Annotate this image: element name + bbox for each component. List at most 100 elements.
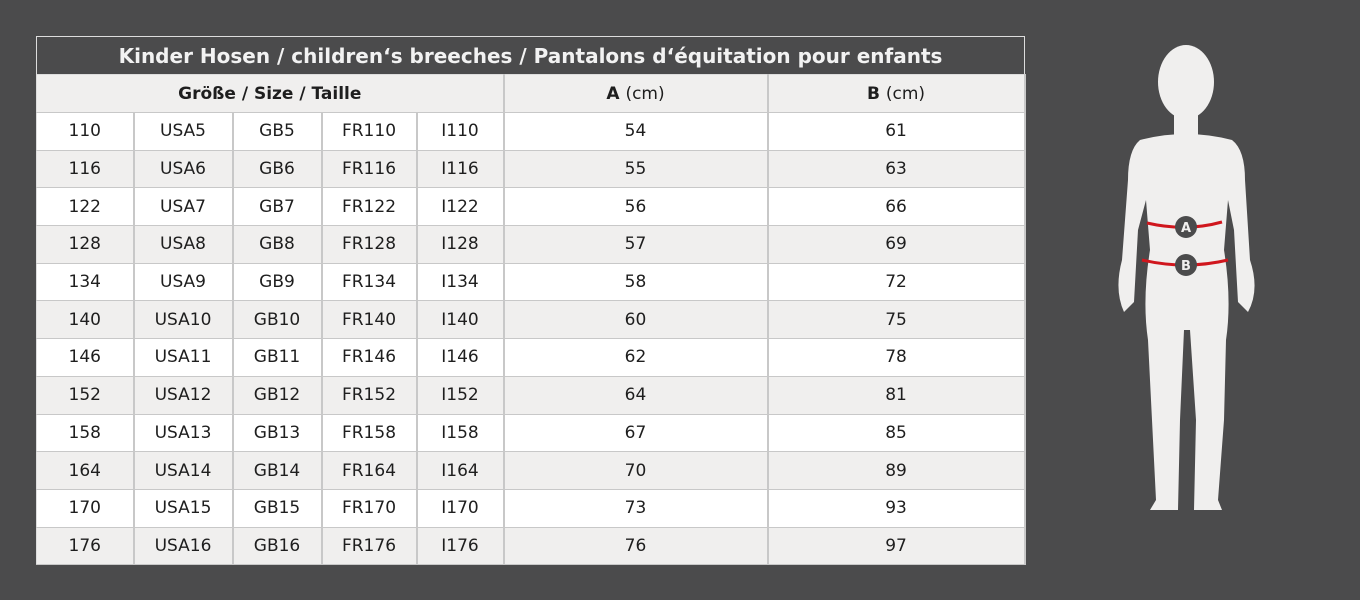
cell-usa: USA6 bbox=[133, 150, 234, 189]
cell-gb: GB12 bbox=[232, 376, 323, 415]
marker-b-icon bbox=[1175, 254, 1197, 276]
cell-gb: GB13 bbox=[232, 414, 323, 453]
cell-fr: FR158 bbox=[321, 414, 418, 453]
marker-a-icon bbox=[1175, 216, 1197, 238]
cell-size: 176 bbox=[36, 527, 135, 566]
cell-gb: GB16 bbox=[232, 527, 323, 566]
body-silhouette-figure: A B bbox=[1118, 45, 1255, 510]
cell-fr: FR140 bbox=[321, 300, 418, 340]
a-header: A (cm) bbox=[503, 74, 769, 113]
cell-b: 97 bbox=[767, 527, 1026, 566]
cell-usa: USA7 bbox=[133, 187, 234, 227]
cell-usa: USA16 bbox=[133, 527, 234, 566]
cell-usa: USA13 bbox=[133, 414, 234, 453]
cell-size: 158 bbox=[36, 414, 135, 453]
cell-fr: FR110 bbox=[321, 112, 418, 151]
cell-usa: USA9 bbox=[133, 263, 234, 302]
cell-it: I140 bbox=[416, 300, 505, 340]
cell-fr: FR176 bbox=[321, 527, 418, 566]
cell-gb: GB10 bbox=[232, 300, 323, 340]
marker-a-label: A bbox=[1181, 221, 1191, 236]
cell-usa: USA14 bbox=[133, 451, 234, 490]
cell-b: 63 bbox=[767, 150, 1026, 189]
cell-a: 62 bbox=[503, 338, 769, 377]
cell-size: 170 bbox=[36, 489, 135, 528]
cell-it: I176 bbox=[416, 527, 505, 566]
cell-b: 81 bbox=[767, 376, 1026, 415]
cell-size: 146 bbox=[36, 338, 135, 377]
cell-size: 140 bbox=[36, 300, 135, 340]
cell-gb: GB5 bbox=[232, 112, 323, 151]
cell-size: 134 bbox=[36, 263, 135, 302]
cell-it: I152 bbox=[416, 376, 505, 415]
cell-b: 78 bbox=[767, 338, 1026, 377]
table-row: 146 USA11 GB11 FR146 I146 62 78 bbox=[36, 338, 1026, 377]
cell-b: 66 bbox=[767, 187, 1026, 227]
cell-a: 54 bbox=[503, 112, 769, 151]
cell-a: 57 bbox=[503, 225, 769, 264]
chart-title: Kinder Hosen / children‘s breeches / Pan… bbox=[36, 36, 1025, 75]
cell-usa: USA11 bbox=[133, 338, 234, 377]
cell-fr: FR128 bbox=[321, 225, 418, 264]
cell-fr: FR152 bbox=[321, 376, 418, 415]
cell-it: I110 bbox=[416, 112, 505, 151]
table-row: 152 USA12 GB12 FR152 I152 64 81 bbox=[36, 376, 1026, 415]
cell-fr: FR116 bbox=[321, 150, 418, 189]
cell-fr: FR134 bbox=[321, 263, 418, 302]
size-header: Größe / Size / Taille bbox=[36, 74, 505, 113]
cell-b: 61 bbox=[767, 112, 1026, 151]
cell-a: 67 bbox=[503, 414, 769, 453]
cell-usa: USA8 bbox=[133, 225, 234, 264]
table-row: 110 USA5 GB5 FR110 I110 54 61 bbox=[36, 112, 1026, 151]
cell-a: 76 bbox=[503, 527, 769, 566]
cell-size: 122 bbox=[36, 187, 135, 227]
silhouette-icon bbox=[1118, 45, 1255, 510]
cell-b: 85 bbox=[767, 414, 1026, 453]
cell-fr: FR164 bbox=[321, 451, 418, 490]
cell-usa: USA12 bbox=[133, 376, 234, 415]
cell-fr: FR146 bbox=[321, 338, 418, 377]
cell-gb: GB8 bbox=[232, 225, 323, 264]
cell-gb: GB9 bbox=[232, 263, 323, 302]
cell-it: I164 bbox=[416, 451, 505, 490]
cell-a: 73 bbox=[503, 489, 769, 528]
cell-fr: FR122 bbox=[321, 187, 418, 227]
cell-gb: GB7 bbox=[232, 187, 323, 227]
cell-size: 152 bbox=[36, 376, 135, 415]
cell-gb: GB15 bbox=[232, 489, 323, 528]
cell-size: 110 bbox=[36, 112, 135, 151]
table-row: 164 USA14 GB14 FR164 I164 70 89 bbox=[36, 451, 1026, 490]
cell-a: 64 bbox=[503, 376, 769, 415]
cell-it: I158 bbox=[416, 414, 505, 453]
cell-a: 56 bbox=[503, 187, 769, 227]
table-row: 134 USA9 GB9 FR134 I134 58 72 bbox=[36, 263, 1026, 302]
cell-gb: GB14 bbox=[232, 451, 323, 490]
table-row: 140 USA10 GB10 FR140 I140 60 75 bbox=[36, 300, 1026, 340]
table-row: 176 USA16 GB16 FR176 I176 76 97 bbox=[36, 527, 1026, 566]
cell-usa: USA10 bbox=[133, 300, 234, 340]
cell-it: I122 bbox=[416, 187, 505, 227]
cell-gb: GB11 bbox=[232, 338, 323, 377]
cell-b: 72 bbox=[767, 263, 1026, 302]
cell-a: 60 bbox=[503, 300, 769, 340]
cell-it: I170 bbox=[416, 489, 505, 528]
cell-b: 69 bbox=[767, 225, 1026, 264]
cell-it: I146 bbox=[416, 338, 505, 377]
cell-a: 58 bbox=[503, 263, 769, 302]
cell-it: I134 bbox=[416, 263, 505, 302]
table-row: 116 USA6 GB6 FR116 I116 55 63 bbox=[36, 150, 1026, 189]
cell-size: 116 bbox=[36, 150, 135, 189]
cell-it: I128 bbox=[416, 225, 505, 264]
cell-b: 75 bbox=[767, 300, 1026, 340]
table-row: 122 USA7 GB7 FR122 I122 56 66 bbox=[36, 187, 1026, 227]
cell-a: 70 bbox=[503, 451, 769, 490]
cell-b: 93 bbox=[767, 489, 1026, 528]
cell-b: 89 bbox=[767, 451, 1026, 490]
table-row: 128 USA8 GB8 FR128 I128 57 69 bbox=[36, 225, 1026, 264]
b-header: B (cm) bbox=[767, 74, 1026, 113]
cell-a: 55 bbox=[503, 150, 769, 189]
cell-size: 128 bbox=[36, 225, 135, 264]
marker-b-label: B bbox=[1181, 259, 1191, 274]
cell-gb: GB6 bbox=[232, 150, 323, 189]
cell-usa: USA5 bbox=[133, 112, 234, 151]
